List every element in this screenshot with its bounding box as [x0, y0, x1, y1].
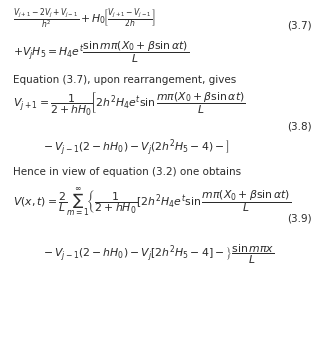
Text: $V(x,t)=\dfrac{2}{L}\sum_{m=1}^{\infty}\!\left\{\dfrac{1}{2+hH_0}[2h^2H_4e^t\sin: $V(x,t)=\dfrac{2}{L}\sum_{m=1}^{\infty}\…	[13, 185, 291, 218]
Text: $\left.-V_{j-1}(2-hH_0)-V_j[2h^2H_5-4]-\right\}\dfrac{\sin m\pi x}{L}$: $\left.-V_{j-1}(2-hH_0)-V_j[2h^2H_5-4]-\…	[42, 242, 275, 266]
Text: Hence in view of equation (3.2) one obtains: Hence in view of equation (3.2) one obta…	[13, 167, 241, 177]
Text: $\frac{V_{j+1}-2V_j+V_{j-1}}{h^2}+H_0\!\left[\frac{V_{j+1}-V_{j-1}}{2h}\right]$: $\frac{V_{j+1}-2V_j+V_{j-1}}{h^2}+H_0\!\…	[13, 7, 156, 31]
Text: $V_{j+1}=\dfrac{1}{2+hH_0}\!\left[2h^2H_4e^t\sin\dfrac{m\pi(X_0+\beta\sin\alpha : $V_{j+1}=\dfrac{1}{2+hH_0}\!\left[2h^2H_…	[13, 91, 245, 118]
Text: (3.8): (3.8)	[288, 121, 312, 132]
Text: $+V_jH_5=H_4e^t\dfrac{\sin m\pi(X_0+\beta\sin\alpha t)}{L}$: $+V_jH_5=H_4e^t\dfrac{\sin m\pi(X_0+\bet…	[13, 40, 189, 65]
Text: (3.7): (3.7)	[288, 20, 312, 30]
Text: $\left.-V_{j-1}(2-hH_0)-V_j(2h^2H_5-4)-\right]$: $\left.-V_{j-1}(2-hH_0)-V_j(2h^2H_5-4)-\…	[42, 137, 230, 158]
Text: Equation (3.7), upon rearrangement, gives: Equation (3.7), upon rearrangement, give…	[13, 75, 236, 86]
Text: (3.9): (3.9)	[288, 214, 312, 224]
